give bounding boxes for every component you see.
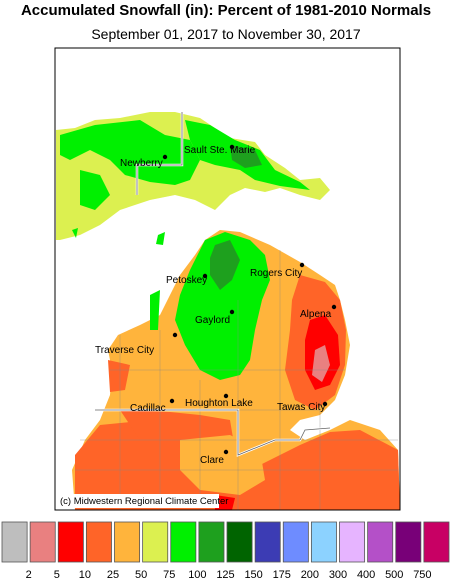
legend-swatch: [114, 521, 141, 563]
city-label: Newberry: [120, 158, 163, 169]
legend-label: 10: [79, 569, 91, 581]
city-label: Tawas City: [277, 402, 325, 413]
legend-label: 75: [163, 569, 175, 581]
credit-box: [56, 494, 219, 508]
city-label: Sault Ste. Marie: [184, 145, 256, 156]
legend-label: 750: [413, 569, 431, 581]
legend-swatch: [282, 521, 309, 563]
legend-swatch: [310, 521, 337, 563]
city-label: Traverse City: [95, 345, 154, 356]
legend-swatch: [254, 521, 281, 563]
legend-label: 200: [301, 569, 319, 581]
map-area: Newberry Sault Ste. Marie Petoskey Roger…: [54, 47, 401, 511]
legend-swatch: [423, 521, 450, 563]
legend-swatch: [226, 521, 253, 563]
legend-label: 500: [385, 569, 403, 581]
legend-swatch: [29, 521, 56, 563]
subtitle: September 01, 2017 to November 30, 2017: [91, 26, 361, 42]
legend-label: 5: [54, 569, 60, 581]
legend-swatch: [142, 521, 169, 563]
legend-label: 100: [188, 569, 206, 581]
legend-label: 400: [357, 569, 375, 581]
legend-swatch: [1, 521, 28, 563]
city-label: Cadillac: [130, 403, 166, 414]
city-label: Gaylord: [195, 315, 230, 326]
legend-label: 125: [216, 569, 234, 581]
credit: (c) Midwestern Regional Climate Center: [60, 496, 228, 507]
city-label: Alpena: [300, 309, 332, 320]
city-label: Houghton Lake: [185, 398, 253, 409]
city-label: Clare: [200, 455, 224, 466]
legend-swatch: [339, 521, 366, 563]
legend-label: 300: [329, 569, 347, 581]
legend-label: 2: [26, 569, 32, 581]
legend-swatch: [395, 521, 422, 563]
legend: 2 5 10 25 50 75 100 125 150 175 200 300 400 500 750: [1, 521, 450, 581]
legend-swatch: [57, 521, 84, 563]
legend-swatch: [85, 521, 112, 563]
city-label: Rogers City: [250, 268, 302, 279]
legend-swatch: [367, 521, 394, 563]
legend-label: 50: [135, 569, 147, 581]
city-dots: [162, 144, 337, 455]
title: Accumulated Snowfall (in): Percent of 19…: [21, 2, 431, 19]
city-label: Petoskey: [166, 275, 207, 286]
legend-swatch: [198, 521, 225, 563]
legend-label: 175: [273, 569, 291, 581]
legend-label: 150: [244, 569, 262, 581]
legend-swatch: [170, 521, 197, 563]
legend-label: 25: [107, 569, 119, 581]
